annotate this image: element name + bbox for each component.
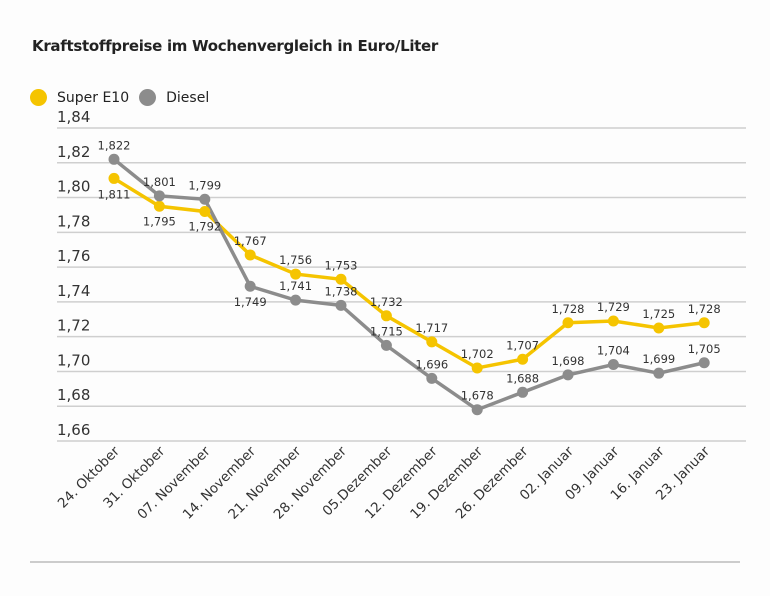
data-label: 1,756 <box>279 253 312 267</box>
data-label: 1,704 <box>597 343 630 357</box>
data-label: 1,717 <box>415 321 448 335</box>
data-point <box>335 299 347 311</box>
y-tick-label: 1,84 <box>57 108 90 126</box>
data-point <box>698 317 710 329</box>
data-label: 1,699 <box>642 352 675 366</box>
data-label: 1,738 <box>325 284 358 298</box>
data-label: 1,795 <box>143 214 176 228</box>
data-label: 1,707 <box>506 338 539 352</box>
legend: Super E10 Diesel <box>30 89 219 106</box>
data-label: 1,729 <box>597 300 630 314</box>
data-label: 1,741 <box>279 279 312 293</box>
bottom-divider <box>30 561 740 563</box>
y-tick-label: 1,82 <box>57 143 90 161</box>
data-label: 1,696 <box>415 357 448 371</box>
legend-marker-diesel <box>139 89 157 106</box>
data-point <box>562 317 574 329</box>
data-point <box>653 367 665 379</box>
data-point <box>335 273 347 285</box>
data-label: 1,822 <box>98 138 131 152</box>
data-label: 1,732 <box>370 295 403 309</box>
data-point <box>290 268 302 280</box>
data-point <box>244 280 256 292</box>
data-label: 1,767 <box>234 234 267 248</box>
data-label: 1,715 <box>370 324 403 338</box>
y-tick-label: 1,68 <box>57 386 90 404</box>
data-point <box>380 339 392 351</box>
data-point <box>380 310 392 322</box>
legend-marker-super-e10 <box>30 89 47 106</box>
data-point <box>290 294 302 306</box>
data-label: 1,753 <box>325 258 358 272</box>
legend-item-super-e10: Super E10 <box>30 89 129 106</box>
data-label: 1,705 <box>688 342 721 356</box>
data-point <box>607 315 619 327</box>
series-line-1 <box>112 157 705 412</box>
data-label: 1,702 <box>461 347 494 361</box>
legend-label: Super E10 <box>57 89 130 106</box>
y-tick-label: 1,70 <box>57 351 90 369</box>
data-label: 1,728 <box>552 302 585 316</box>
data-point <box>517 353 529 365</box>
data-point <box>698 357 710 369</box>
data-label: 1,799 <box>188 178 221 192</box>
y-tick-label: 1,72 <box>57 317 90 335</box>
data-point <box>653 322 665 334</box>
data-point <box>471 404 483 416</box>
data-point <box>199 193 211 205</box>
data-point <box>108 153 120 165</box>
data-label: 1,688 <box>506 371 539 385</box>
y-tick-label: 1,78 <box>57 212 90 230</box>
legend-item-diesel: Diesel <box>139 89 209 106</box>
data-label: 1,678 <box>461 389 494 403</box>
data-label: 1,792 <box>188 219 221 233</box>
data-label: 1,801 <box>143 175 176 189</box>
legend-label: Diesel <box>166 89 210 106</box>
data-point <box>426 336 438 348</box>
data-label: 1,811 <box>98 187 131 201</box>
data-point <box>471 362 483 374</box>
data-label: 1,728 <box>688 302 721 316</box>
y-tick-label: 1,80 <box>57 178 90 196</box>
data-point <box>426 372 438 384</box>
data-point <box>153 200 165 212</box>
data-point <box>562 369 574 381</box>
data-point <box>199 205 211 217</box>
series-line-0 <box>113 176 705 370</box>
data-point <box>108 172 120 184</box>
data-point <box>153 190 165 202</box>
data-point <box>244 249 256 261</box>
y-tick-label: 1,66 <box>57 421 90 439</box>
y-tick-label: 1,74 <box>57 282 90 300</box>
y-tick-label: 1,76 <box>57 247 90 265</box>
data-point <box>607 358 619 370</box>
data-label: 1,698 <box>552 354 585 368</box>
data-label: 1,725 <box>642 307 675 321</box>
chart-title: Kraftstoffpreise im Wochenvergleich in E… <box>32 37 439 55</box>
data-point <box>517 386 529 398</box>
data-label: 1,749 <box>234 295 267 309</box>
